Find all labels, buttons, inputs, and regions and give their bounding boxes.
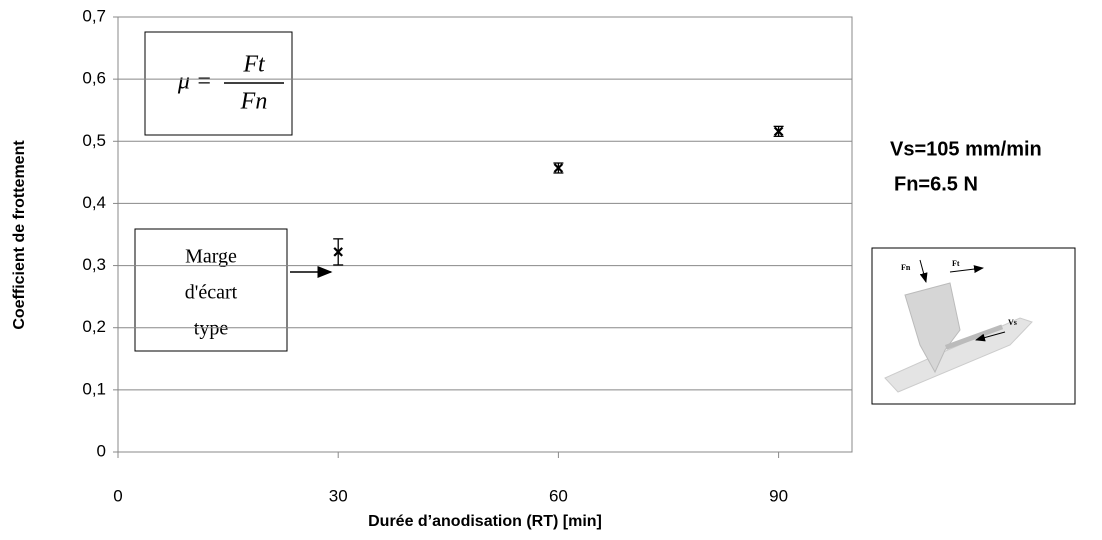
y-tick-label: 0,5 [82, 131, 106, 150]
inset-arrow [919, 259, 928, 283]
condition-text: Fn=6.5 N [894, 173, 978, 195]
formula-numerator: Ft [242, 52, 266, 78]
inset-label: Fn [901, 263, 911, 272]
note-line: Marge [185, 246, 237, 268]
y-tick-label: 0,3 [82, 255, 106, 274]
point [773, 126, 784, 137]
formula-lhs: μ = [177, 69, 212, 95]
y-tick-label: 0 [97, 441, 106, 460]
inset-track [944, 324, 1004, 350]
point [553, 163, 564, 173]
y-axis-title: Coefficient de frottement [11, 140, 28, 330]
x-tick-label: 0 [113, 486, 122, 505]
y-tick-label: 0,7 [82, 6, 106, 25]
inset-label: Ft [952, 259, 960, 268]
note-line: type [194, 318, 229, 340]
inset-arrow [949, 265, 984, 274]
note-box [134, 228, 288, 352]
condition-text: Vs=105 mm/min [890, 138, 1042, 160]
y-tick-label: 0,6 [82, 69, 106, 88]
inset-label: Vs [1008, 318, 1017, 327]
note-line: d'écart [185, 282, 238, 304]
point [333, 247, 343, 257]
y-tick-label: 0,1 [82, 379, 106, 398]
x-axis-title: Durée d’anodisation (RT) [min] [368, 513, 602, 530]
y-tick-label: 0,2 [82, 317, 106, 336]
x-tick-label: 60 [549, 486, 568, 505]
x-tick-label: 30 [329, 486, 348, 505]
y-tick-label: 0,4 [82, 193, 106, 212]
x-tick-label: 90 [769, 486, 788, 505]
inset-arrow [975, 331, 1006, 342]
formula-denominator: Fn [240, 89, 268, 115]
inset-tool [904, 282, 961, 374]
